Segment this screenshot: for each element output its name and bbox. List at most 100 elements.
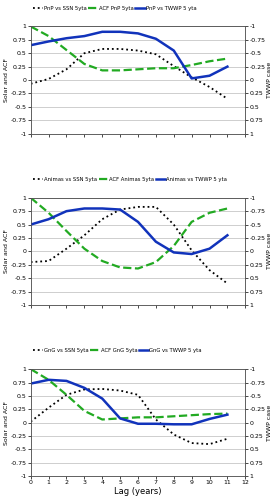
GnG vs SSN 5yta <box>190 440 193 446</box>
Animas vs TWWP 5 yta <box>65 208 68 214</box>
Y-axis label: Solar and ACF: Solar and ACF <box>4 230 9 274</box>
Animas vs SSN 5yta <box>190 248 193 254</box>
Y-axis label: Solar and ACF: Solar and ACF <box>4 58 9 102</box>
Animas vs SSN 5yta <box>118 206 122 212</box>
ACF Animas 5yta <box>136 266 140 272</box>
Animas vs TWWP 5 yta <box>226 232 229 238</box>
PnP vs SSN 5yta <box>47 76 50 82</box>
Animas vs SSN 5yta <box>226 280 229 286</box>
ACF PnP 5yta <box>65 47 68 53</box>
GnG vs TWWP 5 yta <box>47 377 50 383</box>
GnG vs TWWP 5 yta <box>172 422 176 428</box>
Line: PnP vs TWWP 5 yta: PnP vs TWWP 5 yta <box>31 32 227 78</box>
GnG vs SSN 5yta <box>83 386 86 392</box>
ACF PnP 5yta <box>172 65 176 71</box>
GnG vs SSN 5yta <box>208 441 211 447</box>
PnP vs TWWP 5 yta <box>172 48 176 54</box>
PnP vs SSN 5yta <box>226 96 229 102</box>
ACF GnG 5yta <box>226 410 229 416</box>
ACF GnG 5yta <box>154 414 158 420</box>
Animas vs SSN 5yta <box>65 246 68 252</box>
Animas vs TWWP 5 yta <box>118 206 122 212</box>
PnP vs SSN 5yta <box>100 46 104 52</box>
PnP vs TWWP 5 yta <box>154 36 158 42</box>
Animas vs TWWP 5 yta <box>136 219 140 225</box>
GnG vs SSN 5yta <box>172 432 176 438</box>
GnG vs TWWP 5 yta <box>190 422 193 428</box>
Line: ACF Animas 5yta: ACF Animas 5yta <box>31 198 227 268</box>
ACF PnP 5yta <box>47 33 50 39</box>
GnG vs TWWP 5 yta <box>208 416 211 422</box>
PnP vs TWWP 5 yta <box>47 38 50 44</box>
ACF GnG 5yta <box>190 412 193 418</box>
GnG vs SSN 5yta <box>65 392 68 398</box>
PnP vs SSN 5yta <box>65 66 68 72</box>
GnG vs TWWP 5 yta <box>100 396 104 402</box>
GnG vs SSN 5yta <box>100 386 104 392</box>
PnP vs SSN 5yta <box>190 74 193 80</box>
ACF GnG 5yta <box>29 366 32 372</box>
GnG vs SSN 5yta <box>29 418 32 424</box>
PnP vs SSN 5yta <box>154 52 158 58</box>
ACF PnP 5yta <box>100 68 104 73</box>
Line: Animas vs SSN 5yta: Animas vs SSN 5yta <box>31 207 227 284</box>
Animas vs SSN 5yta <box>136 204 140 210</box>
PnP vs TWWP 5 yta <box>83 33 86 39</box>
ACF Animas 5yta <box>65 228 68 234</box>
Line: GnG vs TWWP 5 yta: GnG vs TWWP 5 yta <box>31 380 227 424</box>
ACF GnG 5yta <box>83 408 86 414</box>
GnG vs SSN 5yta <box>47 404 50 410</box>
ACF PnP 5yta <box>136 66 140 72</box>
Legend: Animas vs SSN 5yta, ACF Animas 5yta, Animas vs TWWP 5 yta: Animas vs SSN 5yta, ACF Animas 5yta, Ani… <box>33 177 227 182</box>
Y-axis label: TWWP case: TWWP case <box>267 404 272 441</box>
Legend: PnP vs SSN 5yta, ACF PnP 5yta, PnP vs TWWP 5 yta: PnP vs SSN 5yta, ACF PnP 5yta, PnP vs TW… <box>33 6 196 10</box>
Animas vs SSN 5yta <box>208 267 211 273</box>
Y-axis label: TWWP case: TWWP case <box>267 62 272 98</box>
PnP vs SSN 5yta <box>172 63 176 69</box>
ACF GnG 5yta <box>172 414 176 420</box>
GnG vs SSN 5yta <box>226 436 229 442</box>
Line: Animas vs TWWP 5 yta: Animas vs TWWP 5 yta <box>31 208 227 254</box>
Y-axis label: TWWP case: TWWP case <box>267 233 272 270</box>
Legend: GnG vs SSN 5yta, ACF GnG 5yta, GnG vs TWWP 5 yta: GnG vs SSN 5yta, ACF GnG 5yta, GnG vs TW… <box>33 348 202 353</box>
Animas vs TWWP 5 yta <box>100 206 104 212</box>
PnP vs SSN 5yta <box>83 50 86 56</box>
ACF PnP 5yta <box>190 62 193 68</box>
GnG vs TWWP 5 yta <box>118 416 122 422</box>
ACF Animas 5yta <box>118 264 122 270</box>
ACF GnG 5yta <box>47 377 50 383</box>
Animas vs TWWP 5 yta <box>190 251 193 257</box>
GnG vs TWWP 5 yta <box>136 421 140 427</box>
ACF PnP 5yta <box>154 65 158 71</box>
PnP vs TWWP 5 yta <box>136 30 140 36</box>
GnG vs SSN 5yta <box>154 416 158 422</box>
PnP vs SSN 5yta <box>29 81 32 87</box>
Animas vs TWWP 5 yta <box>154 238 158 244</box>
Animas vs SSN 5yta <box>154 204 158 210</box>
Animas vs SSN 5yta <box>83 232 86 238</box>
ACF PnP 5yta <box>118 68 122 73</box>
ACF PnP 5yta <box>29 24 32 30</box>
Animas vs TWWP 5 yta <box>172 250 176 256</box>
GnG vs TWWP 5 yta <box>65 378 68 384</box>
Animas vs TWWP 5 yta <box>208 246 211 252</box>
Animas vs SSN 5yta <box>47 258 50 264</box>
PnP vs TWWP 5 yta <box>190 76 193 82</box>
PnP vs SSN 5yta <box>118 46 122 52</box>
ACF Animas 5yta <box>29 195 32 201</box>
ACF PnP 5yta <box>226 56 229 62</box>
ACF GnG 5yta <box>136 414 140 420</box>
Animas vs SSN 5yta <box>172 222 176 228</box>
GnG vs TWWP 5 yta <box>29 380 32 386</box>
ACF Animas 5yta <box>172 243 176 249</box>
GnG vs SSN 5yta <box>136 392 140 398</box>
GnG vs TWWP 5 yta <box>226 412 229 418</box>
PnP vs SSN 5yta <box>136 48 140 54</box>
Animas vs TWWP 5 yta <box>29 222 32 228</box>
Animas vs SSN 5yta <box>100 216 104 222</box>
Y-axis label: Solar and ACF: Solar and ACF <box>4 400 9 444</box>
ACF Animas 5yta <box>208 210 211 216</box>
Animas vs TWWP 5 yta <box>83 206 86 212</box>
PnP vs TWWP 5 yta <box>65 35 68 41</box>
Line: ACF GnG 5yta: ACF GnG 5yta <box>31 369 227 420</box>
